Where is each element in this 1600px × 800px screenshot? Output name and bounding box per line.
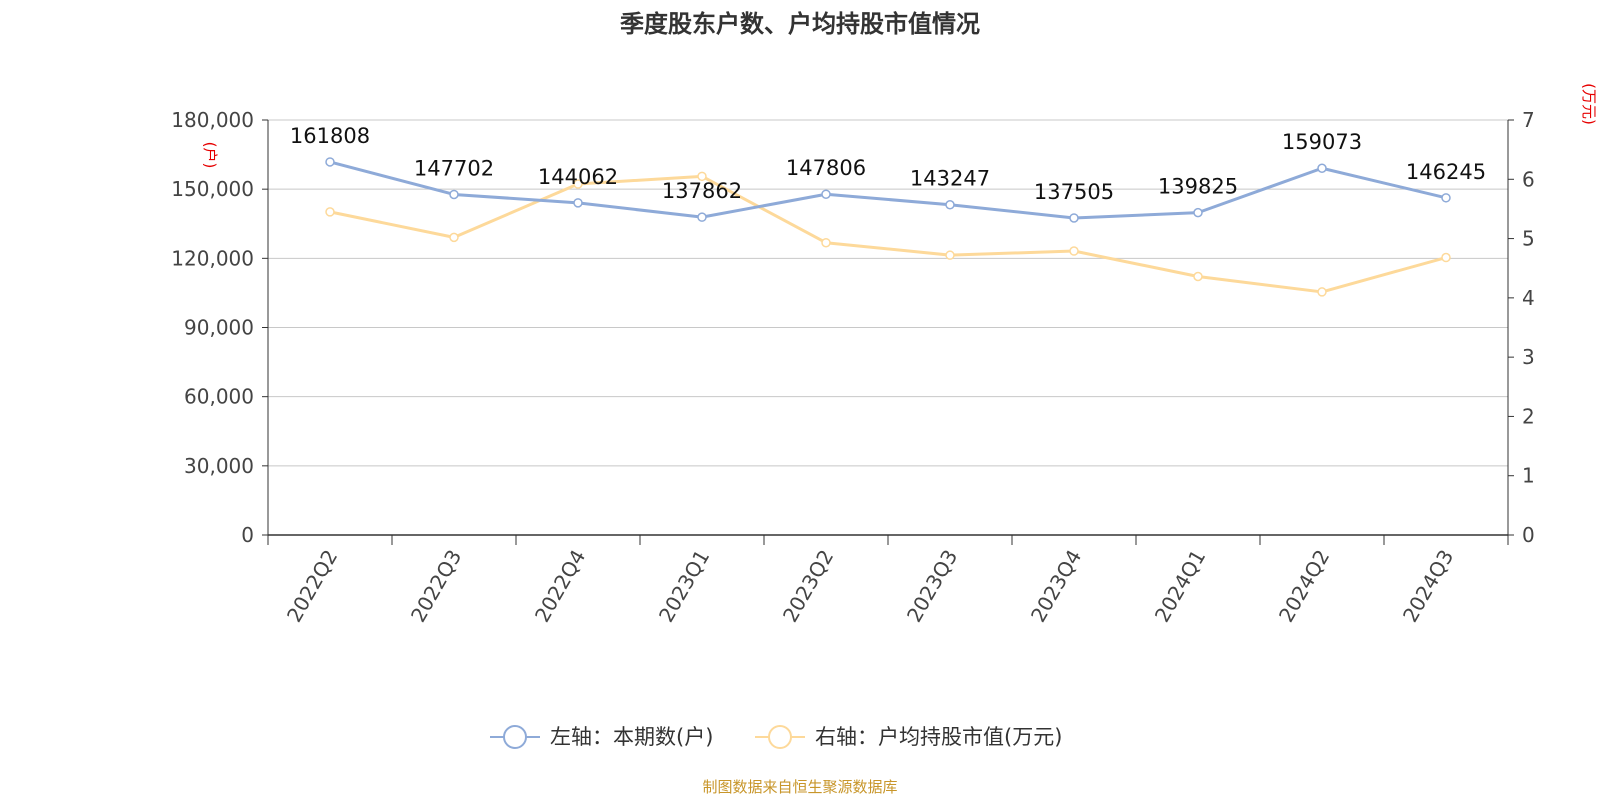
series-2-point [449, 232, 459, 243]
legend-marker-series-1 [503, 725, 527, 749]
series-lines [325, 157, 1451, 297]
series-2-point [821, 237, 831, 248]
x-tick-label: 2023Q4 [1026, 546, 1086, 627]
data-label: 143247 [910, 167, 990, 191]
series-1-point [1193, 207, 1203, 218]
source-note: 制图数据来自恒生聚源数据库 [702, 778, 897, 796]
left-axis-unit: (户) [201, 142, 219, 169]
data-label: 139825 [1158, 175, 1238, 199]
left-tick-label: 150,000 [171, 177, 254, 201]
x-tick-label: 2022Q2 [282, 546, 342, 627]
left-tick-label: 60,000 [184, 385, 254, 409]
left-tick-label: 0 [241, 523, 254, 547]
legend-label-series-1: 左轴：本期数(户) [550, 725, 713, 749]
left-tick-label: 30,000 [184, 454, 254, 478]
left-tick-label: 120,000 [171, 246, 254, 270]
right-tick-label: 5 [1522, 227, 1535, 251]
right-tick-label: 6 [1522, 167, 1535, 191]
series-1-point [325, 157, 335, 167]
right-tick-label: 7 [1522, 108, 1535, 132]
right-tick-label: 1 [1522, 464, 1535, 488]
data-label: 147702 [414, 156, 494, 180]
series-1-point [1317, 163, 1327, 173]
series-1-point [945, 199, 955, 210]
chart-title: 季度股东户数、户均持股市值情况 [620, 10, 980, 38]
x-tick-label: 2022Q3 [406, 546, 466, 627]
x-tick-label: 2023Q3 [902, 546, 962, 627]
axes: 0 30,000 60,000 90,000 120,000 150,000 180,000… [171, 108, 1534, 626]
right-tick-label: 2 [1522, 404, 1535, 428]
series-2-point [697, 171, 707, 182]
series-2-line [329, 174, 1447, 294]
right-tick-label: 0 [1522, 523, 1535, 547]
series-1-point [697, 212, 707, 222]
legend-item-series-2[interactable]: 右轴：户均持股市值(万元) [755, 725, 1062, 749]
series-2-point [945, 250, 955, 260]
series-1-line [329, 160, 1447, 220]
series-1-point [449, 189, 459, 200]
left-tick-label: 90,000 [184, 316, 254, 340]
series-1-point [573, 198, 583, 208]
legend-item-series-1[interactable]: 左轴：本期数(户) [490, 725, 713, 749]
legend[interactable]: 左轴：本期数(户) 右轴：户均持股市值(万元) [490, 725, 1062, 749]
x-tick-label: 2024Q1 [1150, 546, 1210, 627]
series-1-point [1441, 193, 1451, 203]
gridlines [268, 119, 1508, 467]
data-label: 159073 [1282, 130, 1362, 154]
x-tick-label: 2022Q4 [530, 546, 590, 627]
legend-marker-series-2 [768, 725, 792, 749]
data-label: 147806 [786, 156, 866, 180]
x-tick-label: 2024Q2 [1274, 546, 1334, 627]
right-axis-unit: (万元) [1580, 83, 1598, 125]
x-tick-label: 2023Q2 [778, 546, 838, 627]
legend-label-series-2: 右轴：户均持股市值(万元) [815, 725, 1062, 749]
series-2-point [1193, 271, 1203, 282]
data-label: 137505 [1034, 180, 1114, 204]
data-label: 137862 [662, 179, 742, 203]
series-2-point [573, 179, 583, 189]
series-2-point [325, 207, 335, 217]
data-label: 146245 [1406, 160, 1486, 184]
series-2-point [1317, 287, 1327, 297]
right-tick-label: 4 [1522, 286, 1535, 310]
series-2-point [1069, 246, 1079, 256]
x-tick-label: 2024Q3 [1398, 546, 1458, 627]
left-tick-label: 180,000 [171, 108, 254, 132]
x-tick-label: 2023Q1 [654, 546, 714, 627]
data-label: 144062 [538, 165, 618, 189]
data-label: 161808 [290, 124, 370, 148]
series-1-point [821, 189, 831, 199]
series-2-point [1441, 252, 1451, 263]
series-1-point [1069, 213, 1079, 223]
right-tick-label: 3 [1522, 345, 1535, 369]
data-labels: 161808 147702 144062 137862 147806 143247 1375… [290, 124, 1486, 204]
